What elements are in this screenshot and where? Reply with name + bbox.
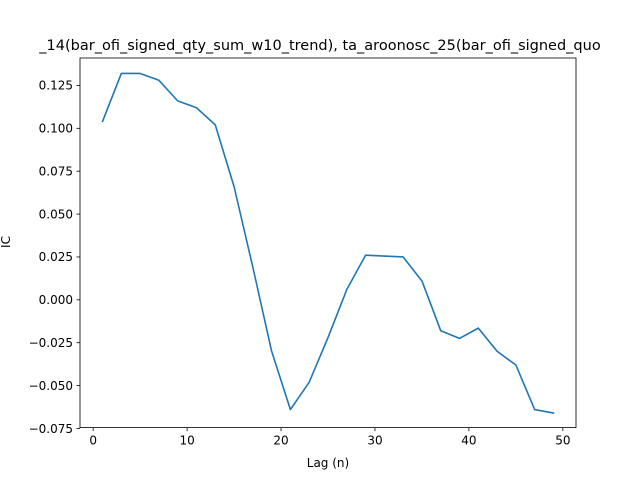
x-tick-label: 20 <box>273 434 288 448</box>
y-tick-label: 0.050 <box>39 207 73 221</box>
ic-series-line <box>101 72 555 414</box>
x-tick-label: 50 <box>555 434 570 448</box>
series-layer <box>101 72 555 414</box>
x-tick-label: 30 <box>367 434 382 448</box>
y-tick-label: 0.125 <box>39 79 73 93</box>
y-tick-label: 0.025 <box>39 250 73 264</box>
y-tick-label: −0.050 <box>29 379 73 393</box>
y-axis-ticks: −0.075 −0.050 −0.025 0.000 0.025 0.050 0.075 0.… <box>29 79 80 436</box>
x-tick-label: 40 <box>461 434 476 448</box>
chart-title: _14(bar_ofi_signed_qty_sum_w10_trend), t… <box>38 38 601 54</box>
y-tick-label: 0.000 <box>39 293 73 307</box>
plot-frame <box>79 57 577 429</box>
x-axis-ticks: 0 10 20 30 40 50 <box>89 427 570 448</box>
y-axis-label: IC <box>0 236 13 248</box>
x-tick-label: 0 <box>89 434 97 448</box>
y-tick-label: −0.075 <box>29 422 73 436</box>
y-tick-label: 0.100 <box>39 122 73 136</box>
x-tick-label: 10 <box>179 434 194 448</box>
y-tick-label: −0.025 <box>29 336 73 350</box>
x-axis-label: Lag (n) <box>307 456 349 470</box>
y-tick-label: 0.075 <box>39 164 73 178</box>
